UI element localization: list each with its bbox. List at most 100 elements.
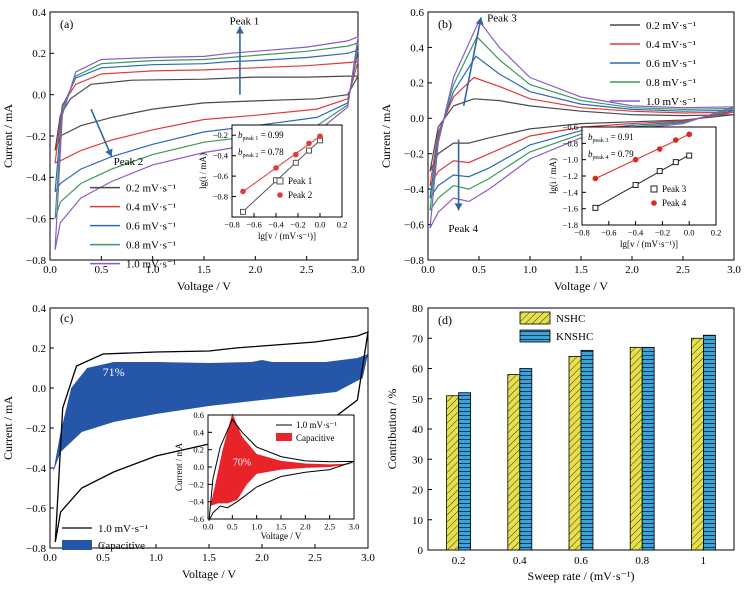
panel-a-tag: (a) bbox=[60, 17, 73, 31]
panel-c-inset-xtick-label: 0.5 bbox=[227, 522, 238, 532]
panel-d-bar bbox=[507, 374, 521, 551]
panel-a-inset-xtick-label: −0.6 bbox=[246, 220, 261, 230]
panel-a-annotation: Peak 2 bbox=[114, 156, 144, 168]
panel-c-ytick-label: −0.4 bbox=[26, 463, 46, 475]
panel-b-inset-xtick-label: −0.8 bbox=[574, 228, 589, 238]
panel-b-inset-xlabel: lg[v / (mV·s⁻¹)] bbox=[620, 239, 678, 249]
panel-b-xtick-label: 3.0 bbox=[727, 264, 741, 276]
panel-b-inset-ytick-label: −1.0 bbox=[563, 155, 578, 165]
panel-d-bar bbox=[641, 346, 655, 551]
panel-a-inset-point bbox=[240, 188, 246, 195]
panel-c-xtick-label: 2.5 bbox=[308, 552, 322, 564]
panel-b-series-line bbox=[429, 55, 735, 199]
panel-b-inset-point bbox=[686, 131, 692, 138]
panel-b-xtick-label: 2.5 bbox=[676, 264, 690, 276]
panel-d-ytick-label: 0 bbox=[418, 545, 424, 557]
panel-a-legend-label: 0.6 mV·s⁻¹ bbox=[126, 221, 176, 233]
panel-d-ytick-label: 10 bbox=[412, 515, 424, 527]
panel-a-xtick-label: 3.0 bbox=[351, 264, 365, 276]
panel-b-inset-xtick-label: 0.0 bbox=[684, 228, 695, 238]
panel-a-inset-xlabel: lg[v / (mV·s⁻¹)] bbox=[258, 231, 316, 241]
panel-b-inset-point bbox=[672, 159, 679, 166]
panel-d-bar bbox=[458, 392, 472, 551]
panel-c-xtick-label: 1.0 bbox=[149, 552, 163, 564]
panel-a-xtick-label: 2.5 bbox=[300, 264, 314, 276]
panel-a-inset-legend-label: Peak 1 bbox=[288, 176, 312, 186]
panel-a-inset-ytick-label: −0.2 bbox=[213, 130, 228, 140]
panel-d: 0 10 20 30 40 50 60 70 80 0.2 0.4 0.6 0.8 1 Sweep rate… bbox=[385, 303, 735, 583]
panel-c: 0.0 0.5 1.0 1.5 2.0 2.5 3.0 −0.8 −0.6 −0.4 −0.2 0.0… bbox=[1, 303, 375, 581]
panel-c-xtick-label: 1.5 bbox=[202, 552, 216, 564]
panel-c-inset-legend-swatch bbox=[276, 433, 292, 441]
panel-a-legend-label: 0.2 mV·s⁻¹ bbox=[126, 183, 176, 195]
panel-b-inset-point bbox=[632, 156, 639, 163]
panel-d-legend-swatch bbox=[519, 329, 551, 343]
panel-a-inset-legend-label: Peak 2 bbox=[288, 190, 312, 200]
panel-d-bar bbox=[446, 395, 460, 551]
panel-a-annotation: Peak 1 bbox=[230, 15, 260, 27]
panel-d-ytick-label: 70 bbox=[412, 333, 424, 345]
panel-a-inset-point bbox=[306, 147, 312, 154]
panel-a-inset-point bbox=[273, 165, 279, 171]
panel-c-legend-label: 1.0 mV·s⁻¹ bbox=[98, 523, 148, 535]
panel-a-ytick-label: 0.4 bbox=[32, 7, 46, 19]
panel-c-inset-legend-label: 1.0 mV·s⁻¹ bbox=[296, 420, 337, 430]
panel-d-xtick-label: 0.2 bbox=[452, 555, 466, 567]
panel-c-inset-ytick-label: −0.6 bbox=[189, 514, 204, 524]
panel-b-series-line bbox=[429, 98, 735, 172]
panel-a-legend-label: 1.0 mV·s⁻¹ bbox=[126, 259, 176, 271]
panel-a-ytick-label: −0.4 bbox=[26, 172, 46, 184]
panel-a-legend-label: 0.8 mV·s⁻¹ bbox=[126, 240, 176, 252]
panel-b-xlabel: Voltage / V bbox=[554, 279, 609, 293]
panel-a-series-line bbox=[54, 42, 359, 219]
panel-a-inset-xtick-label: −0.2 bbox=[290, 220, 305, 230]
panel-d-bar bbox=[580, 349, 594, 551]
panel-d-legend-label: KNSHC bbox=[556, 331, 593, 343]
panel-b-inset-b-text: bpeak 3 = 0.91 bbox=[588, 132, 634, 144]
panel-d-ytick-label: 60 bbox=[412, 364, 424, 376]
panel-b-xtick-label: 0.5 bbox=[472, 264, 486, 276]
panel-a-legend-label: 0.4 mV·s⁻¹ bbox=[126, 202, 176, 214]
panel-a-inset-point bbox=[292, 159, 299, 166]
panel-a-inset-xtick-label: 0.2 bbox=[337, 220, 348, 230]
panel-b-series-line bbox=[429, 76, 735, 186]
panel-b-ylabel: Current / mA bbox=[379, 104, 393, 168]
panel-b-inset-ytick-label: −1.2 bbox=[563, 171, 578, 181]
panel-b-xtick-label: 2.0 bbox=[625, 264, 639, 276]
panel-b-inset-legend-marker bbox=[650, 185, 658, 193]
panel-c-ytick-label: −0.8 bbox=[26, 543, 46, 555]
panel-c-xlabel: Voltage / V bbox=[182, 567, 237, 581]
panel-d-xtick-label: 1 bbox=[701, 555, 707, 567]
panel-c-xtick-label: 0.0 bbox=[43, 552, 57, 564]
panel-b: 0.0 0.5 1.0 1.5 2.0 2.5 3.0 −0.8 −0.6 −0.4 −0.2 0.0… bbox=[379, 7, 741, 293]
panel-c-ytick-label: 0.4 bbox=[32, 303, 46, 315]
panel-b-legend-label: 0.4 mV·s⁻¹ bbox=[646, 39, 696, 51]
panel-a-xtick-label: 2.0 bbox=[248, 264, 262, 276]
panel-d-ytick-label: 30 bbox=[412, 454, 424, 466]
panel-a-series-line bbox=[54, 35, 359, 250]
panel-c-inset-ytick-label: 0.2 bbox=[193, 445, 204, 455]
panel-a-inset-b-text: bpeak 1 = 0.99 bbox=[238, 130, 284, 142]
panel-b-peak3-arrow bbox=[462, 17, 482, 107]
panel-a-ytick-label: −0.6 bbox=[26, 214, 46, 226]
panel-c-inset-ylabel: Current / mA bbox=[174, 443, 184, 491]
panel-a-peak1-arrow-head bbox=[235, 26, 244, 34]
panel-c-inset-legend-label: Capacitive bbox=[296, 433, 334, 443]
panel-a-inset-ylabel: lg(i / mA) bbox=[198, 153, 208, 189]
panel-d-bar bbox=[519, 368, 533, 551]
panel-a-ytick-label: −0.8 bbox=[26, 255, 46, 267]
panel-b-peak4-arrow-head bbox=[454, 203, 463, 211]
panel-a-xtick-label: 0.0 bbox=[43, 264, 57, 276]
panel-a-series-line bbox=[54, 60, 359, 164]
panel-b-inset-ylabel: lg(i / mA) bbox=[548, 158, 558, 194]
panel-c-legend-label: Capacitive bbox=[98, 540, 145, 552]
panel-d-legend-label: NSHC bbox=[556, 313, 585, 325]
panel-c-inset-xtick-label: 3.0 bbox=[349, 522, 360, 532]
panel-a: 0.0 0.5 1.0 1.5 2.0 2.5 3.0 −0.8 −0.6 −0.4 −0.2 0.0… bbox=[1, 7, 365, 293]
panel-b-inset-xtick-label: −0.2 bbox=[655, 228, 670, 238]
panel-b-inset-legend-marker bbox=[651, 200, 657, 206]
panel-c-ytick-label: 0.2 bbox=[32, 343, 46, 355]
panel-a-inset-xtick-label: 0.0 bbox=[315, 220, 326, 230]
